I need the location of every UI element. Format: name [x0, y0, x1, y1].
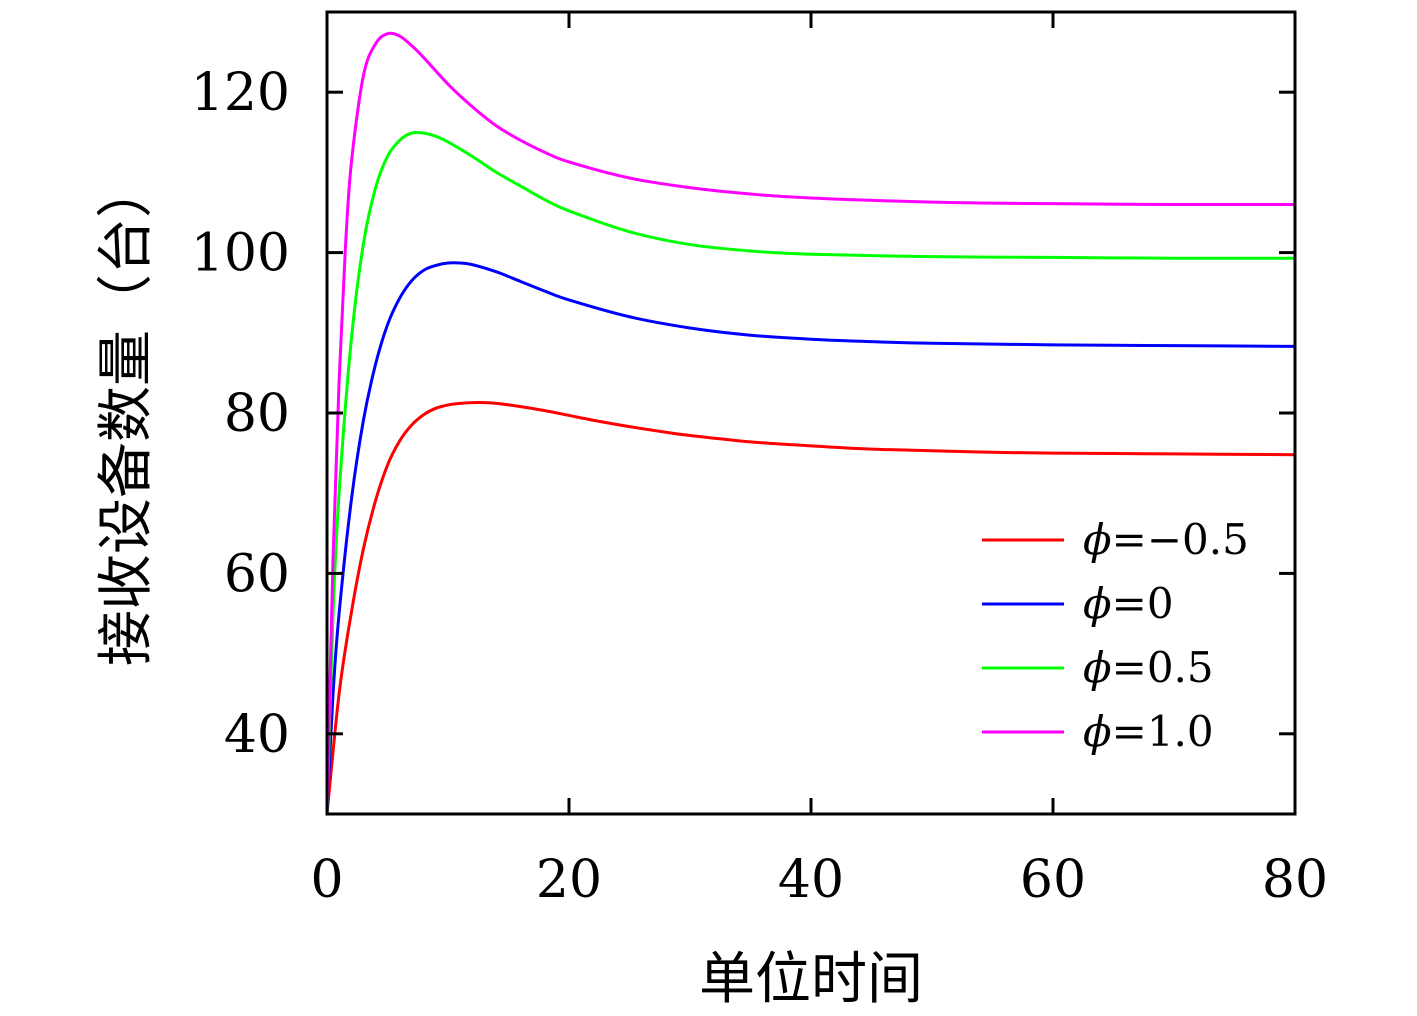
- legend-phi-symbol: ϕ: [1083, 643, 1112, 692]
- series-line-3: [325, 31, 1296, 815]
- legend-label-0: ϕ=−0.5: [1083, 515, 1249, 564]
- plot-frame: [325, 10, 1297, 816]
- x-tick-label: 40: [778, 850, 844, 910]
- y-tick-label: 120: [191, 63, 290, 123]
- x-axis-title: 单位时间: [699, 947, 923, 1012]
- legend: ϕ=−0.5ϕ=0ϕ=0.5ϕ=1.0: [982, 515, 1249, 756]
- legend-phi-symbol: ϕ: [1083, 579, 1112, 628]
- legend-phi-symbol: ϕ: [1083, 515, 1112, 564]
- legend-phi-symbol: ϕ: [1083, 707, 1112, 756]
- series-line-1: [325, 261, 1296, 815]
- x-tick-label: 20: [536, 850, 602, 910]
- series-line-2: [325, 130, 1296, 815]
- y-axis-ticks: 40 60 80 100 120: [191, 63, 1295, 765]
- legend-label-2: ϕ=0.5: [1083, 643, 1214, 692]
- legend-label-3: ϕ=1.0: [1083, 707, 1214, 756]
- x-tick-label: 80: [1262, 850, 1328, 910]
- legend-phi-value: =1.0: [1112, 707, 1214, 756]
- legend-label-1: ϕ=0: [1083, 579, 1174, 628]
- x-tick-label: 0: [310, 850, 343, 910]
- series-line-0: [325, 400, 1296, 815]
- y-axis-title: 接收设备数量（台）: [94, 162, 159, 666]
- series-layer: [325, 31, 1296, 815]
- y-tick-label: 100: [191, 224, 290, 284]
- y-tick-label: 60: [224, 544, 290, 604]
- x-axis-ticks: 0 20 40 60 80: [310, 12, 1328, 910]
- plot-area: 0 20 40 60 80 40 60 80 100 120: [191, 10, 1328, 910]
- legend-phi-value: =−0.5: [1112, 515, 1249, 564]
- legend-phi-value: =0: [1112, 579, 1174, 628]
- y-tick-label: 40: [224, 705, 290, 765]
- legend-phi-value: =0.5: [1112, 643, 1214, 692]
- y-tick-label: 80: [224, 384, 290, 444]
- x-tick-label: 60: [1020, 850, 1086, 910]
